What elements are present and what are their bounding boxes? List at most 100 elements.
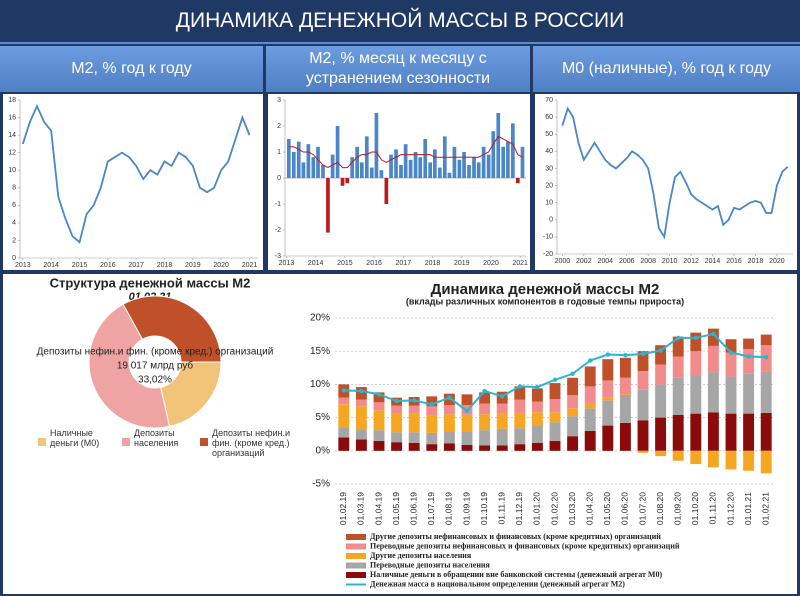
bar-segment	[743, 338, 755, 350]
legend-label: Другие депозиты населения	[370, 551, 472, 560]
bar	[369, 167, 374, 178]
bar	[452, 146, 457, 178]
bar-segment	[514, 428, 526, 445]
bar-segment	[760, 450, 772, 474]
bar-segment	[338, 397, 350, 405]
x-tick-label: 01.03.20	[567, 492, 577, 525]
line-point	[517, 384, 522, 389]
bar	[413, 152, 418, 178]
x-tick-label: 2016	[366, 260, 382, 267]
bar	[501, 146, 506, 178]
bar-segment	[355, 387, 367, 400]
legend-swatch	[346, 543, 366, 550]
y-tick-label: 16	[8, 114, 16, 121]
bar-segment	[531, 401, 543, 413]
bar-segment	[707, 345, 719, 373]
legend-swatch	[346, 562, 366, 569]
legend-label: Переводные депозиты нефинансовых и финан…	[370, 541, 680, 550]
line-point	[640, 351, 646, 357]
y-tick-label: 14	[8, 132, 16, 139]
x-tick-label: 01.11.20	[708, 492, 718, 525]
bar	[311, 157, 316, 178]
bar-segment	[567, 416, 579, 437]
y-tick-label: -20	[543, 251, 553, 258]
bar-segment	[461, 414, 473, 432]
line	[21, 103, 251, 244]
bar-segment	[619, 422, 631, 451]
bar	[301, 162, 306, 178]
bar	[496, 113, 501, 178]
y-tick-label: -2	[275, 227, 281, 234]
y-tick-label: 4	[12, 220, 16, 227]
bar	[379, 170, 384, 178]
bar-segment	[408, 432, 420, 443]
bar-segment	[690, 375, 702, 414]
bar-segment	[338, 404, 350, 428]
legend-label: Другие депозиты нефинансовых и финансовы…	[370, 532, 661, 541]
line-point	[746, 354, 751, 359]
line-point	[588, 358, 593, 363]
line-point	[570, 371, 575, 376]
bar-segment	[567, 395, 579, 409]
panel	[535, 94, 797, 270]
x-tick-label: 2018	[157, 262, 173, 269]
bar-segment	[479, 392, 491, 404]
bar-segment	[479, 430, 491, 446]
bar-segment	[479, 414, 491, 431]
bar	[355, 146, 359, 178]
bar	[326, 178, 330, 233]
bar-segment	[338, 427, 350, 438]
x-tick-label: 2019	[454, 260, 470, 267]
line-point	[623, 352, 628, 358]
y-tick-label: 18	[8, 97, 16, 104]
bar-segment	[426, 432, 438, 445]
bar-segment	[549, 422, 561, 441]
line-point	[693, 335, 698, 341]
legend-swatch	[200, 438, 208, 446]
bar	[520, 146, 525, 178]
bar-segment	[725, 339, 737, 353]
x-tick-label: 01.10.19	[479, 492, 489, 525]
bar-segment	[760, 371, 772, 413]
line-point	[412, 398, 417, 403]
bar-segment	[760, 412, 772, 451]
x-tick-label: 2021	[242, 262, 258, 269]
x-tick-label: 2008	[640, 258, 656, 265]
line-point	[605, 352, 610, 357]
bar-segment	[637, 351, 649, 372]
bar	[330, 154, 335, 178]
bar	[423, 139, 428, 178]
page-title: ДИНАМИКА ДЕНЕЖНОЙ МАССЫ В РОССИИ	[0, 0, 800, 44]
bar-segment	[443, 404, 455, 415]
chart-title: Структура денежной массы M2	[50, 275, 251, 290]
bar-segment	[567, 377, 579, 396]
x-tick-label: 01.08.20	[655, 492, 665, 525]
line-point	[429, 402, 434, 407]
line-point	[500, 394, 505, 399]
legend-swatch	[346, 553, 366, 559]
bar-segment	[373, 410, 385, 431]
bar	[345, 178, 350, 184]
line-point	[359, 388, 364, 394]
x-tick-label: 01.10.20	[690, 492, 700, 525]
bar-segment	[479, 403, 491, 415]
bar	[340, 178, 345, 186]
bar	[296, 141, 301, 178]
bar-segment	[655, 384, 667, 418]
donut-segment	[160, 361, 222, 428]
segment-label: Депозиты нефин.и фин. (кроме кред.) орга…	[37, 346, 274, 358]
x-tick-label: 01.07.19	[426, 492, 436, 525]
bar-segment	[637, 371, 649, 390]
bar-segment	[373, 430, 385, 441]
x-tick-label: 01.01.21	[743, 492, 753, 525]
bar-segment	[549, 399, 561, 413]
bar-segment	[725, 376, 737, 414]
bar-segment	[426, 396, 438, 407]
x-tick-label: 01.02.19	[338, 492, 348, 525]
y-tick-label: 5%	[316, 412, 331, 423]
x-tick-label: 01.12.20	[725, 492, 735, 525]
legend-swatch	[346, 534, 366, 540]
x-tick-label: 2014	[705, 258, 721, 265]
bar-segment	[637, 420, 649, 451]
